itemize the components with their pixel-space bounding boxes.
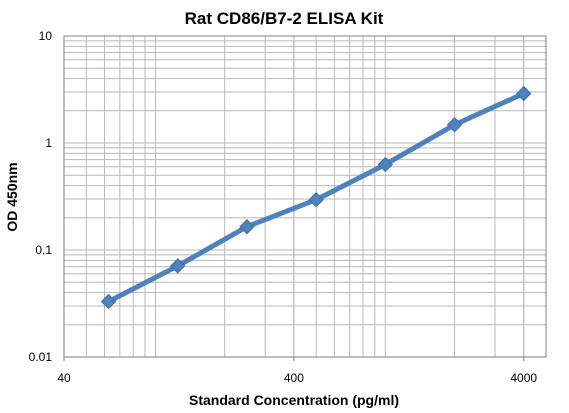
grid — [63, 35, 547, 361]
tick-labels: 0.01 0.1 1 10 40 400 4000 — [29, 29, 538, 385]
data-point — [377, 156, 394, 173]
data-point — [239, 219, 255, 235]
series — [100, 85, 532, 310]
x-tick-label: 400 — [284, 371, 304, 385]
data-point — [170, 258, 186, 274]
plot-frame — [63, 35, 547, 358]
y-tick-label: 10 — [39, 29, 53, 43]
data-point — [308, 192, 324, 208]
chart-title: Rat CD86/B7-2 ELISA Kit — [185, 9, 384, 28]
y-axis-title: OD 450nm — [4, 162, 20, 231]
data-point — [446, 117, 463, 133]
data-point — [100, 293, 117, 310]
x-axis-title: Standard Concentration (pg/ml) — [189, 392, 399, 408]
y-tick-label: 1 — [45, 136, 52, 150]
y-tick-label: 0.01 — [29, 350, 53, 364]
data-point — [516, 85, 532, 102]
x-tick-label: 40 — [57, 371, 71, 385]
y-tick-label: 0.1 — [35, 243, 52, 257]
x-tick-label: 4000 — [510, 371, 537, 385]
